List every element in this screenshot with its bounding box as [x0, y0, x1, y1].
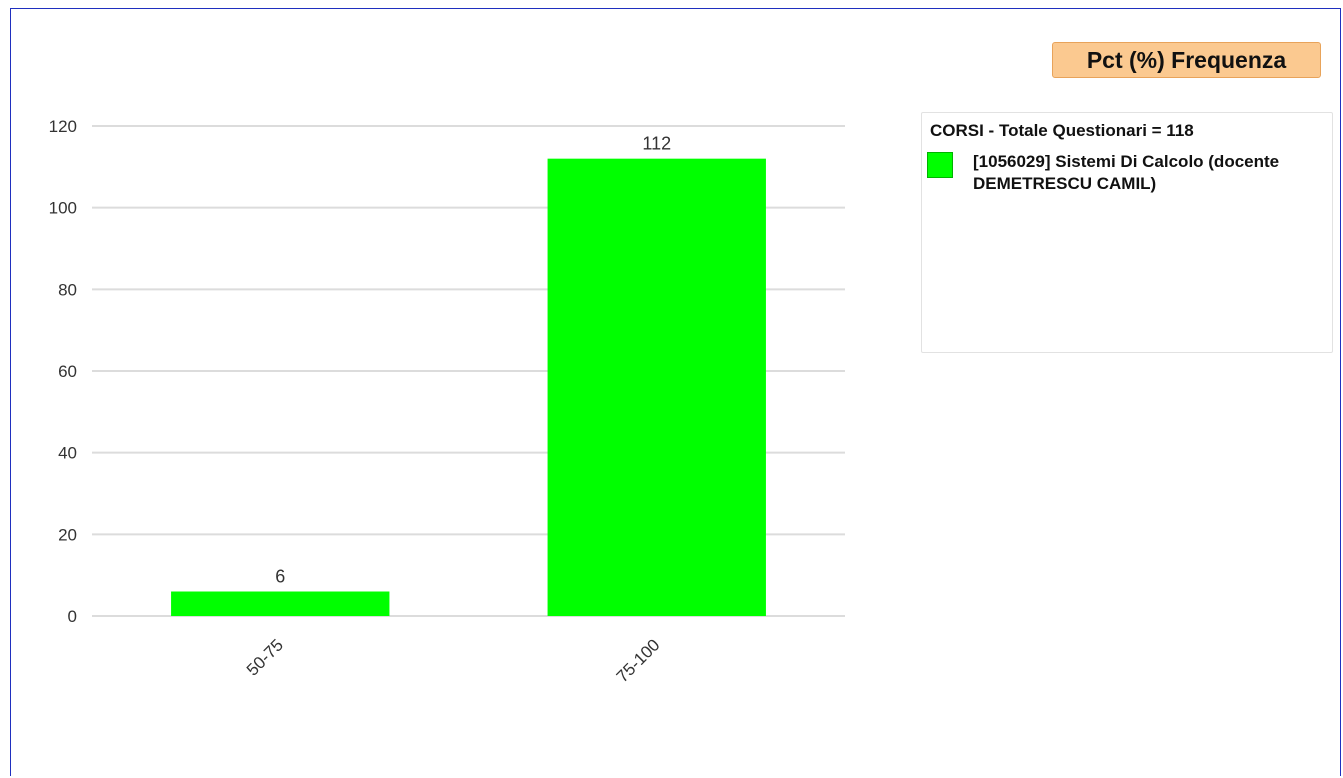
legend-item-label: [1056029] Sistemi Di Calcolo (docente DE… [973, 152, 1280, 193]
pct-frequency-toggle-button[interactable]: Pct (%) Frequenza [1052, 42, 1321, 78]
y-tick-label: 40 [58, 444, 77, 463]
legend: CORSI - Totale Questionari = 118 [105602… [921, 112, 1333, 353]
y-tick-label: 60 [58, 362, 77, 381]
y-tick-label: 0 [68, 607, 77, 626]
bars: 6 112 [171, 134, 766, 616]
legend-swatch [927, 152, 953, 178]
y-tick-label: 20 [58, 525, 77, 544]
y-tick-label: 80 [58, 280, 77, 299]
y-axis-ticks: 0 20 40 60 80 100 120 [49, 117, 77, 626]
y-tick-label: 120 [49, 117, 77, 136]
x-tick-label: 50-75 [243, 635, 287, 679]
bar[interactable] [547, 158, 766, 616]
y-tick-label: 100 [49, 199, 77, 218]
legend-item-series[interactable]: [1056029] Sistemi Di Calcolo (docente DE… [927, 151, 1327, 241]
chart-frame [10, 8, 1341, 776]
x-axis-ticks: 50-75 75-100 [243, 635, 664, 686]
bar-value-label: 112 [642, 134, 671, 154]
x-tick-label: 75-100 [613, 635, 664, 686]
bar-value-label: 6 [275, 567, 285, 587]
legend-title: CORSI - Totale Questionari = 118 [930, 121, 1194, 140]
bar[interactable] [171, 591, 390, 617]
